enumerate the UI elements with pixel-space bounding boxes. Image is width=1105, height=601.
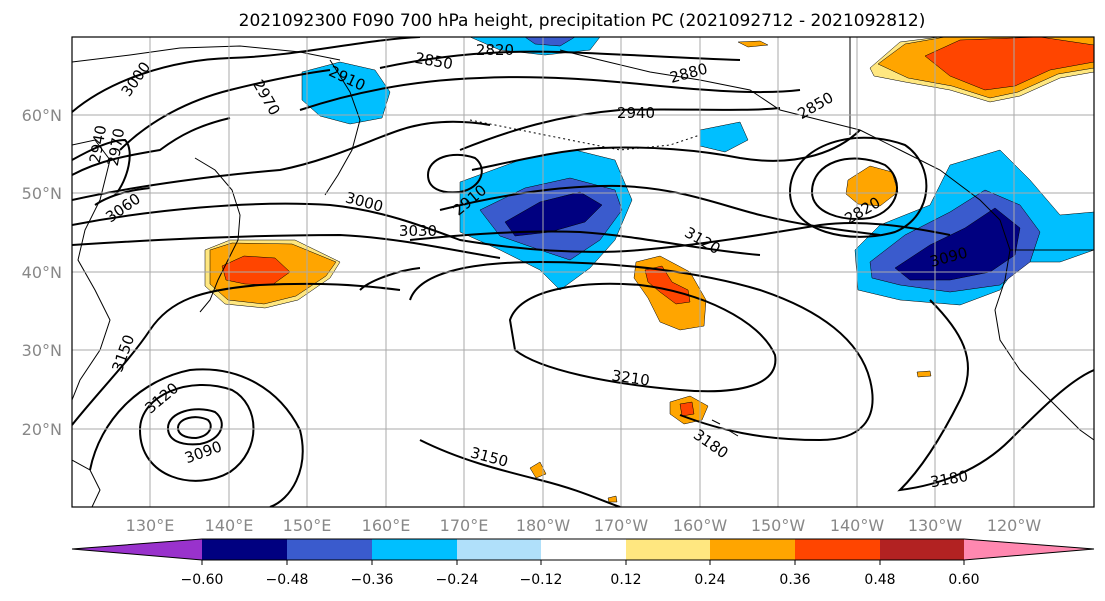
- height-contour: [72, 202, 951, 253]
- colorbar-seg-6: [626, 539, 710, 560]
- height-contour: [299, 76, 801, 111]
- coastline-asia: [72, 139, 111, 401]
- height-contour: [788, 136, 928, 238]
- height-contour: [166, 408, 223, 446]
- colorbar-tick-label: −0.48: [266, 572, 309, 588]
- colorbar-seg-7: [710, 539, 795, 560]
- lon-label: 120°W: [987, 516, 1042, 535]
- figure-title: 2021092300 F090 700 hPa height, precipit…: [239, 11, 926, 31]
- gridlines: [72, 37, 1094, 507]
- height-contour: [409, 260, 874, 442]
- height-contour: [89, 368, 304, 507]
- lat-label: 30°N: [22, 341, 62, 360]
- colorbar-tick-label: −0.24: [436, 572, 479, 588]
- coastline-kamchatka: [324, 59, 361, 196]
- precip-fill-positive: [529, 461, 547, 479]
- map-content: 3000 2970 2940 2970 3060 2910 2850 2820 …: [72, 37, 1094, 507]
- contour-label: 2820: [476, 41, 514, 59]
- lon-label: 130°W: [908, 516, 963, 535]
- colorbar-seg-4: [457, 539, 541, 560]
- height-contour: [72, 282, 401, 426]
- height-contour: [379, 50, 741, 69]
- lat-label: 20°N: [22, 420, 62, 439]
- lon-label: 150°W: [751, 516, 806, 535]
- lon-label: 160°W: [673, 516, 728, 535]
- lon-label: 140°W: [830, 516, 885, 535]
- height-contour: [72, 233, 501, 259]
- lon-label: 180°W: [516, 516, 571, 535]
- height-contour: [810, 157, 898, 220]
- lat-label: 60°N: [22, 106, 62, 125]
- coastline-north-america: [994, 219, 1094, 441]
- precip-fill-negative: [524, 37, 576, 47]
- colorbar-seg-0: [72, 539, 202, 560]
- colorbar-seg-2: [287, 539, 372, 560]
- height-contour: [72, 37, 421, 113]
- colorbar-seg-10: [964, 539, 1094, 560]
- height-contour: [471, 129, 861, 171]
- colorbar-tick-label: 0.24: [694, 572, 725, 588]
- longitude-labels: 130°E 140°E 150°E 160°E 170°E 180°W 170°…: [126, 516, 1042, 535]
- colorbar-tick-label: −0.36: [351, 572, 394, 588]
- contour-label: 3210: [611, 366, 651, 389]
- colorbar-seg-8: [795, 539, 880, 560]
- precip-fill-positive: [644, 265, 691, 305]
- precip-fill-positive: [845, 165, 899, 207]
- colorbar-seg-9: [880, 539, 964, 560]
- colorbar-seg-3: [372, 539, 457, 560]
- precip-fills: [204, 37, 1094, 503]
- colorbar-tick-label: −0.60: [181, 572, 224, 588]
- height-contour: [176, 416, 212, 440]
- precip-fill-positive: [916, 370, 932, 378]
- height-contour: [138, 384, 255, 482]
- height-contour: [426, 153, 483, 194]
- height-contour: [119, 69, 331, 151]
- lon-label: 170°W: [594, 516, 649, 535]
- colorbar-seg-5: [541, 539, 626, 560]
- colorbar-tick-label: −0.12: [520, 572, 563, 588]
- contour-label: 3030: [399, 222, 437, 240]
- precip-fill-negative: [504, 191, 603, 237]
- precip-fill-positive: [679, 401, 695, 417]
- height-contour: [72, 120, 491, 201]
- map-frame: [71, 36, 1095, 508]
- height-contour: [897, 299, 1094, 492]
- colorbar-ticks: [201, 560, 965, 565]
- lon-label: 160°E: [362, 516, 411, 535]
- colorbar-tick-label: 0.36: [779, 572, 810, 588]
- colorbar-tick-label: 0.48: [864, 572, 895, 588]
- precip-fill-negative: [301, 61, 391, 125]
- height-contour: [72, 138, 131, 196]
- colorbar-tick-label: 0.60: [948, 572, 979, 588]
- height-contour: [72, 117, 231, 176]
- colorbar-tick-label: 0.12: [610, 572, 641, 588]
- lat-label: 50°N: [22, 184, 62, 203]
- contour-label: 2940: [617, 104, 655, 122]
- height-contour: [409, 230, 761, 256]
- height-contour: [508, 282, 777, 393]
- height-contour: [459, 107, 781, 151]
- precip-fill-negative: [894, 207, 1021, 281]
- precip-fill-positive: [924, 37, 1094, 91]
- lat-label: 40°N: [22, 263, 62, 282]
- colorbar: −0.60 −0.48 −0.36 −0.24 −0.12 0.12 0.24 …: [71, 538, 1095, 588]
- coastline-philippines: [72, 459, 101, 507]
- lon-label: 150°E: [283, 516, 332, 535]
- height-contours: [72, 37, 1094, 507]
- precip-fill-positive: [737, 40, 769, 48]
- latitude-labels: 60°N 50°N 40°N 30°N 20°N: [22, 106, 62, 439]
- lon-label: 130°E: [126, 516, 175, 535]
- colorbar-seg-1: [202, 539, 287, 560]
- precip-fill-positive: [607, 495, 618, 503]
- lon-label: 170°E: [440, 516, 489, 535]
- lon-label: 140°E: [205, 516, 254, 535]
